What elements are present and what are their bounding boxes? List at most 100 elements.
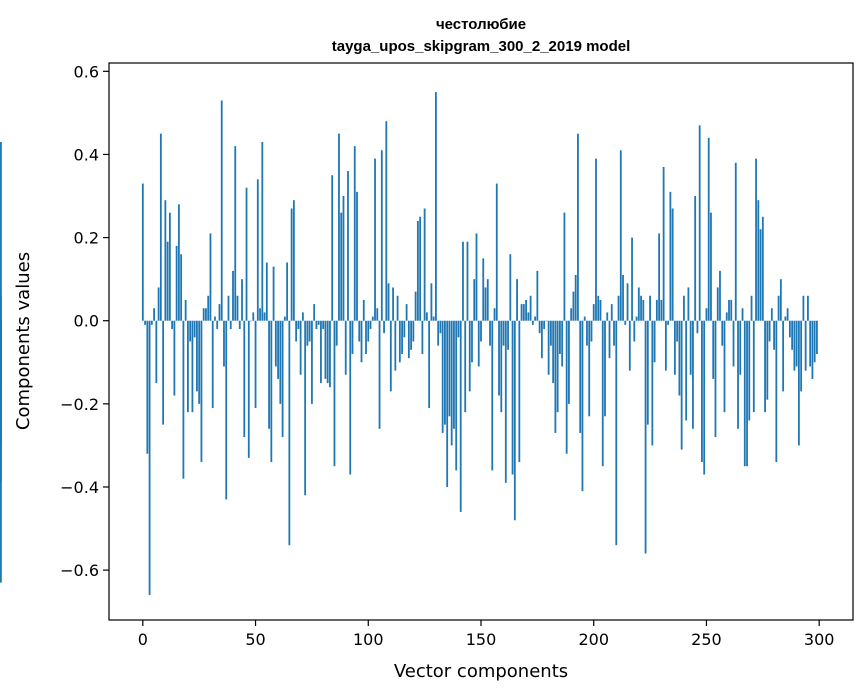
bar (261, 141, 264, 321)
bar (241, 279, 243, 321)
bar (326, 320, 329, 384)
bar (148, 320, 151, 596)
bar (676, 320, 679, 342)
bar (536, 270, 539, 321)
bar (761, 216, 764, 321)
bar (200, 320, 203, 463)
bar (525, 299, 527, 321)
bar (403, 320, 406, 338)
bar (441, 320, 444, 433)
bar (371, 316, 374, 321)
bar (752, 320, 755, 413)
bar (588, 320, 591, 417)
y-tick-label: −0.4 (60, 478, 99, 497)
bar (640, 295, 642, 321)
bar (518, 320, 521, 463)
bar (423, 208, 426, 321)
bar (577, 133, 579, 321)
bar (534, 316, 537, 321)
bar (777, 295, 780, 321)
bar (0, 141, 2, 321)
bar (159, 133, 162, 321)
bar (732, 320, 735, 367)
bar (335, 320, 338, 346)
bar (385, 121, 388, 321)
bar (692, 320, 694, 429)
bar (315, 320, 318, 330)
bar (283, 316, 286, 321)
bar (191, 320, 194, 413)
bar (719, 270, 721, 321)
bar (482, 258, 485, 321)
bar (380, 150, 383, 321)
bar (563, 212, 566, 321)
bar (425, 312, 428, 321)
bar (635, 316, 638, 321)
bar (694, 196, 697, 321)
bar (245, 187, 248, 321)
bar (378, 320, 381, 429)
bar (268, 320, 270, 429)
bar (405, 304, 408, 321)
bar (338, 133, 340, 321)
bar (173, 320, 176, 396)
bar (613, 320, 615, 346)
bar (622, 274, 624, 321)
bar (579, 320, 582, 433)
bar (193, 320, 196, 338)
bar (716, 287, 719, 321)
bar (468, 320, 471, 392)
bar (374, 158, 376, 321)
bar (157, 287, 160, 321)
bar (610, 304, 613, 321)
bar (489, 320, 491, 346)
bar (793, 320, 796, 371)
bar (755, 158, 757, 321)
bar (773, 320, 775, 350)
bar (705, 308, 708, 321)
bar (184, 299, 187, 321)
bar (462, 241, 464, 321)
bar (263, 312, 266, 321)
bar (477, 320, 480, 367)
bar (759, 229, 762, 321)
bar (791, 320, 794, 350)
bar (466, 241, 469, 321)
bar (155, 320, 158, 384)
bar (809, 320, 812, 367)
bar (507, 320, 509, 350)
bar (604, 320, 606, 417)
chart-subtitle: tayga_upos_skipgram_300_2_2019 model (332, 38, 631, 55)
bar (552, 320, 555, 384)
bar (306, 320, 309, 346)
bar (617, 295, 620, 321)
bar (543, 320, 546, 330)
bar (646, 320, 649, 425)
bar (234, 146, 237, 321)
bar (329, 320, 331, 388)
bar (446, 320, 449, 487)
bar (667, 320, 670, 325)
bar (464, 320, 467, 413)
x-tick-label: 100 (353, 630, 384, 649)
bar (164, 200, 167, 321)
bar (554, 320, 557, 433)
bar (725, 312, 728, 321)
bar (250, 320, 252, 322)
x-tick-label: 250 (691, 630, 722, 649)
bar (495, 183, 498, 321)
bar (671, 208, 674, 321)
bar (615, 320, 618, 546)
bar (779, 279, 782, 321)
bar (360, 320, 363, 363)
bar (572, 291, 575, 321)
bar (0, 320, 2, 583)
bar (243, 320, 246, 438)
bar (144, 320, 146, 325)
bar (299, 320, 302, 375)
bar (624, 320, 627, 325)
bar (764, 320, 766, 413)
bar (317, 320, 320, 325)
bar (480, 320, 482, 342)
